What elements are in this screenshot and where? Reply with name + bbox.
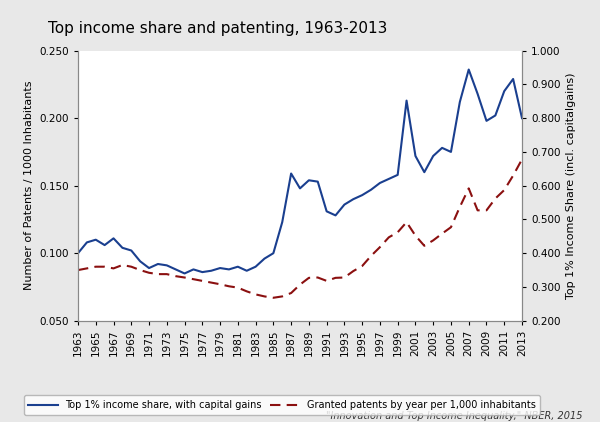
Top 1% income share, with capital gains (172, 267, 179, 272)
Line: Granted patents by year per 1,000 inhabitants: Granted patents by year per 1,000 inhabi… (78, 160, 522, 298)
Y-axis label: Top 1% Income Share (incl. capitalgains): Top 1% Income Share (incl. capitalgains) (566, 73, 576, 299)
Granted patents by year per 1,000 inhabitants (403, 219, 410, 225)
Top 1% income share, with capital gains (509, 76, 517, 81)
Top 1% income share, with capital gains (226, 267, 233, 272)
Top 1% income share, with capital gains (465, 67, 472, 72)
Text: "Innovation and Top Income Inequality," NBER, 2015: "Innovation and Top Income Inequality," … (325, 411, 582, 421)
Top 1% income share, with capital gains (217, 265, 224, 271)
Granted patents by year per 1,000 inhabitants (518, 157, 526, 162)
Top 1% income share, with capital gains (74, 251, 82, 256)
Legend: Top 1% income share, with capital gains, Granted patents by year per 1,000 inhab: Top 1% income share, with capital gains,… (23, 395, 541, 415)
Granted patents by year per 1,000 inhabitants (509, 173, 517, 178)
Top 1% income share, with capital gains (376, 181, 383, 186)
Granted patents by year per 1,000 inhabitants (217, 282, 224, 287)
Text: Top income share and patenting, 1963-2013: Top income share and patenting, 1963-201… (48, 21, 388, 36)
Top 1% income share, with capital gains (181, 271, 188, 276)
Y-axis label: Number of Patents / 1000 Inhabitants: Number of Patents / 1000 Inhabitants (24, 81, 34, 290)
Granted patents by year per 1,000 inhabitants (208, 280, 215, 285)
Line: Top 1% income share, with capital gains: Top 1% income share, with capital gains (78, 70, 522, 273)
Top 1% income share, with capital gains (518, 116, 526, 121)
Granted patents by year per 1,000 inhabitants (270, 295, 277, 300)
Top 1% income share, with capital gains (403, 98, 410, 103)
Granted patents by year per 1,000 inhabitants (74, 268, 82, 273)
Granted patents by year per 1,000 inhabitants (172, 273, 179, 279)
Granted patents by year per 1,000 inhabitants (376, 245, 383, 250)
